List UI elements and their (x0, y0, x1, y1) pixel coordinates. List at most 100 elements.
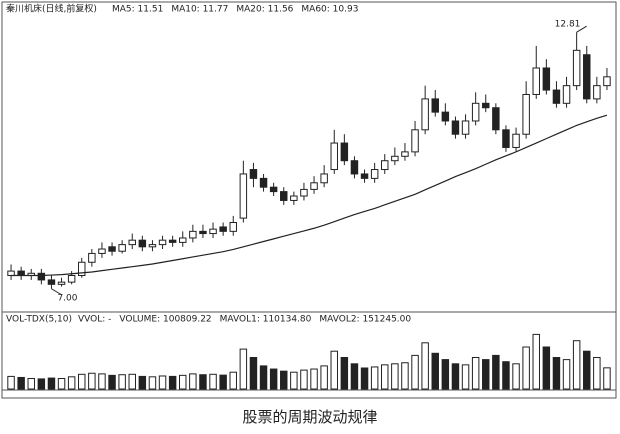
annotation: 12.81 (555, 20, 581, 30)
volume-bar (229, 371, 237, 390)
candle-body (562, 85, 571, 104)
volume-bar (148, 376, 157, 390)
annotation-leader (51, 288, 62, 296)
volume-bar (118, 374, 126, 390)
volume-bar (300, 369, 308, 390)
volume-bar (138, 375, 147, 390)
candle-body (128, 239, 136, 246)
candle-body (401, 151, 409, 157)
volume-bar (492, 354, 500, 390)
candle-body (512, 133, 520, 148)
candle-body (158, 239, 167, 246)
volume-bar (411, 354, 419, 390)
candle-body (431, 98, 439, 113)
volume-bar (593, 357, 601, 390)
volume-bar (269, 368, 278, 390)
volume-bar (603, 367, 611, 390)
candle-body (492, 107, 500, 131)
volume-bar (421, 342, 429, 390)
caption: 股票的周期波动规律 (242, 408, 377, 426)
volume-bar (98, 373, 106, 390)
candle-body (189, 230, 197, 239)
candle-body (118, 244, 126, 252)
volume-bar (108, 374, 116, 390)
candle-body (552, 89, 561, 104)
frame (1, 1, 617, 399)
candle-body (57, 281, 66, 285)
candle-body (441, 111, 450, 122)
candle-body (239, 173, 248, 219)
candle-body (310, 182, 318, 190)
candle-body (168, 239, 177, 243)
volume-bar (37, 378, 46, 390)
candle-body (280, 191, 288, 201)
volume-bar (482, 359, 490, 390)
candle-body (249, 169, 258, 179)
candle-body (411, 129, 419, 153)
candle-body (269, 186, 278, 193)
candle-body (330, 142, 338, 171)
candle-body (502, 129, 510, 148)
candle-body (209, 228, 217, 235)
volume-bar (522, 346, 530, 390)
candle-body (17, 270, 25, 277)
candle-body (259, 177, 268, 188)
volume-bar (320, 365, 328, 390)
candle-body (219, 226, 227, 232)
volume-label: VOLUME: 100809.22 (119, 315, 211, 325)
volume-bar (401, 362, 409, 390)
ma-label: MA60: 10.93 (301, 5, 358, 15)
volume-bar (78, 373, 86, 390)
volume-bar (280, 370, 288, 390)
candle-body (350, 160, 359, 175)
volume-bar (259, 365, 268, 390)
candle-body (148, 244, 157, 248)
volume-bar (340, 357, 349, 390)
volume-bar (239, 348, 248, 390)
volume-bar (47, 377, 56, 390)
volume-bar (179, 374, 187, 390)
volume-bar (441, 359, 450, 390)
candle-body (451, 120, 460, 135)
volume-bar (542, 346, 551, 390)
volume-bar (552, 357, 561, 390)
volume-bar (360, 367, 369, 390)
candle-body (88, 252, 96, 263)
candle-body (340, 142, 349, 162)
volume-bar (471, 357, 480, 390)
volume-bar (502, 361, 510, 390)
candle-body (47, 279, 56, 285)
volume-bar (290, 371, 298, 390)
volume-bar (219, 374, 227, 390)
ma-label: MA10: 11.77 (171, 5, 228, 15)
volume-bar (128, 373, 136, 390)
candle-body (179, 237, 187, 243)
volume-bar (158, 375, 167, 390)
volume-bar (381, 364, 389, 390)
candle-body (37, 272, 46, 281)
candle-body (67, 275, 76, 283)
volume-bar (189, 373, 197, 390)
candle-body (603, 76, 611, 87)
volume-bar (431, 352, 439, 390)
candle-body (482, 102, 490, 109)
chart-title: 秦川机床(日线,前复权) (6, 3, 97, 15)
volume-title: VOL-TDX(5,10) (6, 315, 72, 325)
candle-body (360, 173, 369, 179)
volume-bar (370, 366, 379, 390)
candle-body (370, 169, 379, 179)
candle-body (572, 49, 581, 87)
volume-bar (562, 359, 571, 390)
volume-bar (461, 364, 470, 390)
volume-bar (27, 378, 35, 390)
volume-bar (199, 374, 207, 390)
candle-body (108, 246, 116, 252)
annotation: 7.00 (57, 293, 77, 303)
volume-label: MAVOL2: 151245.00 (319, 315, 411, 325)
volume-bar (17, 376, 25, 390)
candle-body (522, 93, 530, 135)
volume-bar (7, 375, 15, 390)
candle-body (593, 85, 601, 100)
ma-label: MA20: 11.56 (236, 5, 293, 15)
